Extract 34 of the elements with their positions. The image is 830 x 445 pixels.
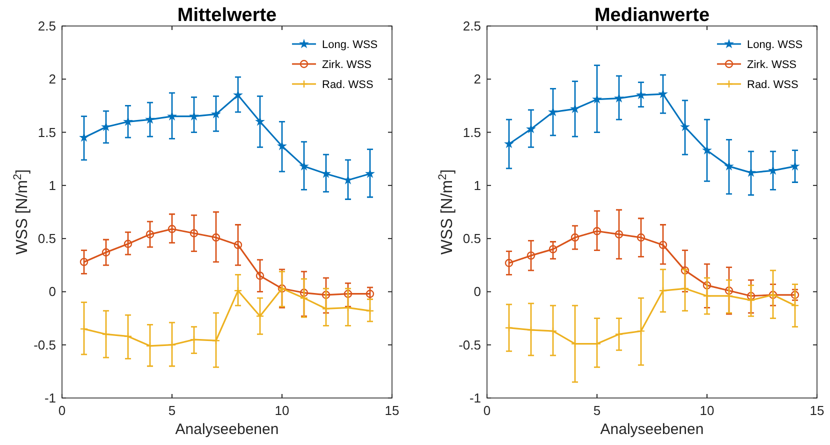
- y-tick-label: -1: [469, 390, 481, 406]
- y-tick-label: -0.5: [34, 337, 56, 352]
- y-tick-label: 0.5: [38, 231, 56, 246]
- y-tick-label: 2: [474, 72, 481, 87]
- x-tick-label: 15: [810, 403, 824, 418]
- x-axis-title: Analyseebenen: [600, 421, 704, 438]
- y-tick-label: 1: [48, 178, 56, 193]
- y-tick-label: 2.5: [38, 18, 56, 34]
- y-tick-label: 0: [474, 284, 481, 300]
- y-tick-label: -1: [44, 390, 56, 406]
- legend-label: Rad. WSS: [747, 79, 798, 91]
- x-tick-label: 0: [483, 403, 491, 418]
- legend-label: Rad. WSS: [322, 79, 374, 91]
- x-tick-label: 15: [384, 403, 400, 418]
- chart-title: Mittelwerte: [177, 5, 277, 26]
- x-tick-label: 0: [58, 403, 66, 418]
- y-tick-label: 1.5: [38, 124, 56, 140]
- legend-label: Long. WSS: [747, 39, 803, 51]
- y-tick-label: 2.5: [462, 18, 481, 34]
- y-tick-label: 2: [48, 72, 56, 87]
- x-axis-title: Analyseebenen: [175, 421, 279, 438]
- legend-label: Zirk. WSS: [747, 59, 796, 71]
- x-tick-label: 5: [593, 403, 601, 418]
- y-tick-label: 1.5: [462, 124, 481, 140]
- y-tick-label: 0.5: [462, 231, 481, 246]
- x-tick-label: 10: [274, 403, 290, 418]
- legend-label: Long. WSS: [322, 39, 378, 51]
- legend-label: Zirk. WSS: [322, 59, 372, 71]
- chart-title: Medianwerte: [594, 5, 710, 26]
- x-tick-label: 10: [700, 403, 714, 418]
- y-tick-label: -0.5: [458, 337, 481, 352]
- y-tick-label: 0: [48, 284, 56, 300]
- x-tick-label: 5: [168, 403, 176, 418]
- y-tick-label: 1: [474, 178, 481, 193]
